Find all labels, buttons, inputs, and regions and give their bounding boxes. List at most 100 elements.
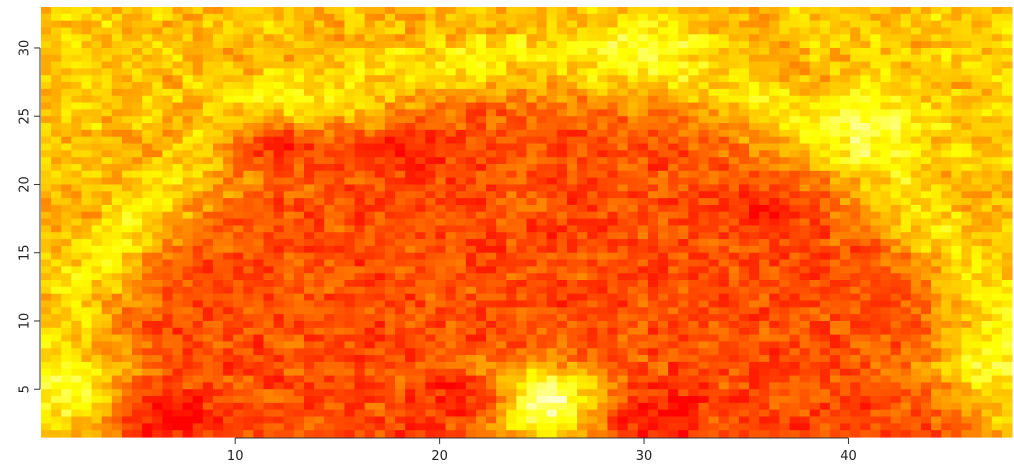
heatmap-cell bbox=[546, 334, 558, 343]
heatmap-cell bbox=[192, 320, 204, 329]
heatmap-cell bbox=[61, 54, 72, 63]
heatmap-cell bbox=[920, 177, 932, 186]
heatmap-cell bbox=[840, 327, 851, 336]
heatmap-cell bbox=[111, 20, 123, 29]
heatmap-cell bbox=[192, 300, 204, 308]
heatmap-cell bbox=[759, 320, 770, 329]
heatmap-cell bbox=[961, 191, 973, 199]
heatmap-cell bbox=[688, 143, 700, 151]
heatmap-cell bbox=[920, 109, 932, 117]
heatmap-cell bbox=[738, 61, 750, 70]
heatmap-cell bbox=[435, 75, 447, 83]
heatmap-cell bbox=[829, 41, 841, 49]
heatmap-cell bbox=[890, 239, 902, 247]
heatmap-cell bbox=[981, 225, 993, 233]
heatmap-cell bbox=[566, 225, 578, 233]
heatmap-cell bbox=[496, 170, 507, 179]
heatmap-cell bbox=[445, 102, 457, 110]
heatmap-cell bbox=[111, 198, 123, 206]
heatmap-cell bbox=[860, 150, 871, 158]
heatmap-cell bbox=[931, 150, 942, 158]
heatmap-cell bbox=[981, 170, 993, 179]
heatmap-cell bbox=[799, 47, 811, 56]
heatmap-cell bbox=[981, 314, 993, 322]
heatmap-cell bbox=[526, 177, 538, 186]
heatmap-cell bbox=[637, 136, 649, 145]
heatmap-cell bbox=[182, 320, 194, 329]
heatmap-cell bbox=[920, 170, 932, 179]
heatmap-cell bbox=[607, 184, 619, 192]
heatmap-cell bbox=[890, 7, 902, 15]
heatmap-cell bbox=[41, 348, 52, 356]
heatmap-cell bbox=[860, 136, 871, 145]
heatmap-cell bbox=[61, 314, 72, 322]
heatmap-cell bbox=[354, 348, 366, 356]
heatmap-cell bbox=[405, 129, 416, 138]
heatmap-cell bbox=[759, 109, 770, 117]
heatmap-cell bbox=[395, 157, 406, 165]
heatmap-cell bbox=[931, 143, 942, 151]
heatmap-cell bbox=[283, 348, 295, 356]
heatmap-cell bbox=[637, 20, 649, 29]
heatmap-cell bbox=[223, 266, 234, 274]
heatmap-cell bbox=[465, 54, 477, 63]
heatmap-cell bbox=[627, 191, 639, 199]
heatmap-cell bbox=[71, 355, 83, 363]
heatmap-cell bbox=[728, 225, 740, 233]
heatmap-cell bbox=[688, 150, 700, 158]
heatmap-cell bbox=[657, 327, 669, 336]
heatmap-cell bbox=[698, 348, 710, 356]
heatmap-cell bbox=[526, 95, 538, 104]
heatmap-cell bbox=[931, 218, 942, 227]
heatmap-cell bbox=[415, 348, 426, 356]
heatmap-cell bbox=[445, 259, 457, 267]
heatmap-cell bbox=[900, 13, 912, 22]
heatmap-cell bbox=[374, 150, 386, 158]
heatmap-cell bbox=[415, 184, 426, 192]
heatmap-cell bbox=[41, 307, 52, 315]
heatmap-cell bbox=[303, 177, 315, 186]
heatmap-cell bbox=[718, 13, 730, 22]
heatmap-cell bbox=[860, 355, 871, 363]
heatmap-cell bbox=[314, 314, 325, 322]
heatmap-cell bbox=[41, 259, 52, 267]
heatmap-cell bbox=[273, 143, 285, 151]
heatmap-cell bbox=[809, 232, 821, 240]
heatmap-cell bbox=[475, 177, 487, 186]
heatmap-cell bbox=[61, 348, 72, 356]
heatmap-cell bbox=[121, 341, 133, 349]
heatmap-cell bbox=[759, 47, 770, 56]
heatmap-cell bbox=[405, 136, 416, 145]
heatmap-cell bbox=[354, 211, 366, 220]
heatmap-cell bbox=[566, 184, 578, 192]
heatmap-cell bbox=[516, 143, 528, 151]
heatmap-cell bbox=[314, 177, 325, 186]
heatmap-cell bbox=[627, 116, 639, 124]
heatmap-cell bbox=[496, 47, 507, 56]
heatmap-cell bbox=[850, 150, 861, 158]
heatmap-cell bbox=[860, 191, 871, 199]
heatmap-cell bbox=[566, 314, 578, 322]
heatmap-cell bbox=[91, 245, 103, 254]
heatmap-cell bbox=[293, 184, 305, 192]
heatmap-cell bbox=[455, 239, 467, 247]
heatmap-cell bbox=[486, 75, 497, 83]
heatmap-cell bbox=[384, 280, 396, 288]
heatmap-cell bbox=[182, 61, 194, 70]
heatmap-cell bbox=[708, 150, 720, 158]
heatmap-cell bbox=[415, 314, 426, 322]
heatmap-cell bbox=[152, 327, 163, 336]
heatmap-cell bbox=[779, 204, 791, 213]
heatmap-cell bbox=[324, 355, 335, 363]
heatmap-cell bbox=[61, 266, 72, 274]
heatmap-cell bbox=[759, 348, 770, 356]
heatmap-cell bbox=[172, 293, 184, 302]
heatmap-cell bbox=[749, 13, 760, 22]
heatmap-cell bbox=[374, 218, 386, 227]
heatmap-cell bbox=[526, 13, 538, 22]
heatmap-cell bbox=[819, 259, 831, 267]
heatmap-cell bbox=[425, 300, 437, 308]
heatmap-cell bbox=[951, 88, 963, 97]
heatmap-cell bbox=[1001, 143, 1013, 151]
heatmap-cell bbox=[475, 239, 487, 247]
